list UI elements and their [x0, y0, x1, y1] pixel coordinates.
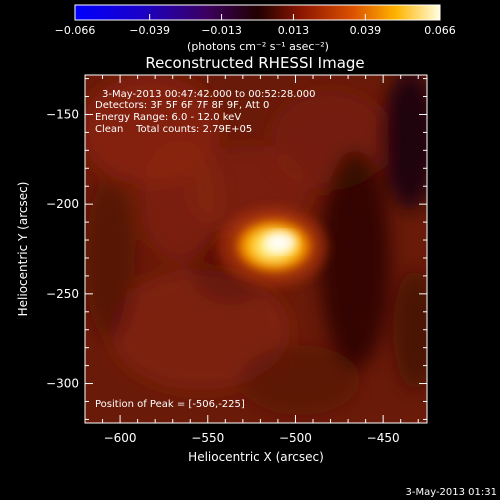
- colorbar-tick-label: 0.039: [350, 24, 382, 37]
- y-tick-label: −250: [46, 287, 79, 301]
- y-tick-label: −200: [46, 197, 79, 211]
- annotation-peak: Position of Peak = [-506,-225]: [95, 399, 245, 410]
- annotation-method-counts: Clean Total counts: 2.79E+05: [95, 124, 252, 135]
- x-tick-label: −500: [279, 431, 312, 445]
- annotation-time-range: 3-May-2013 00:47:42.000 to 00:52:28.000: [102, 89, 315, 100]
- colorbar-tick-label: −0.066: [55, 24, 96, 37]
- colorbar-gradient: [74, 4, 441, 21]
- colorbar-tick-label: −0.013: [201, 24, 242, 37]
- x-tick-label: −550: [191, 431, 224, 445]
- x-tick-label: −450: [367, 431, 400, 445]
- x-axis-label: Heliocentric X (arcsec): [188, 450, 324, 464]
- x-axis: −600 −550 −500 −450: [102, 75, 419, 445]
- annotation-detectors: Detectors: 3F 5F 6F 7F 8F 9F, Att 0: [95, 100, 269, 111]
- annotations: 3-May-2013 00:47:42.000 to 00:52:28.000 …: [95, 89, 315, 410]
- heatmap-image: [85, 75, 427, 423]
- colorbar-unit-label: (photons cm⁻² s⁻¹ asec⁻²): [187, 40, 329, 53]
- x-tick-label: −600: [104, 431, 137, 445]
- source-blob: [218, 207, 328, 287]
- colorbar-tick-label: 0.013: [278, 24, 310, 37]
- colorbar-tick-labels: −0.066 −0.039 −0.013 0.013 0.039 0.066: [55, 24, 456, 37]
- plot-frame: [84, 74, 428, 424]
- colorbar-ticks: [74, 14, 441, 20]
- y-tick-label: −150: [46, 107, 79, 121]
- colorbar: −0.066 −0.039 −0.013 0.013 0.039 0.066 (photo…: [55, 4, 456, 53]
- y-tick-label: −300: [46, 377, 79, 391]
- y-axis: −150 −200 −250 −300: [46, 78, 427, 420]
- annotation-energy: Energy Range: 6.0 - 12.0 keV: [95, 112, 241, 123]
- colorbar-tick-label: −0.039: [129, 24, 170, 37]
- y-axis-label: Heliocentric Y (arcsec): [16, 182, 30, 317]
- timestamp: 3-May-2013 01:31: [405, 487, 497, 498]
- chart-title: Reconstructed RHESSI Image: [145, 54, 364, 72]
- colorbar-tick-label: 0.066: [424, 24, 456, 37]
